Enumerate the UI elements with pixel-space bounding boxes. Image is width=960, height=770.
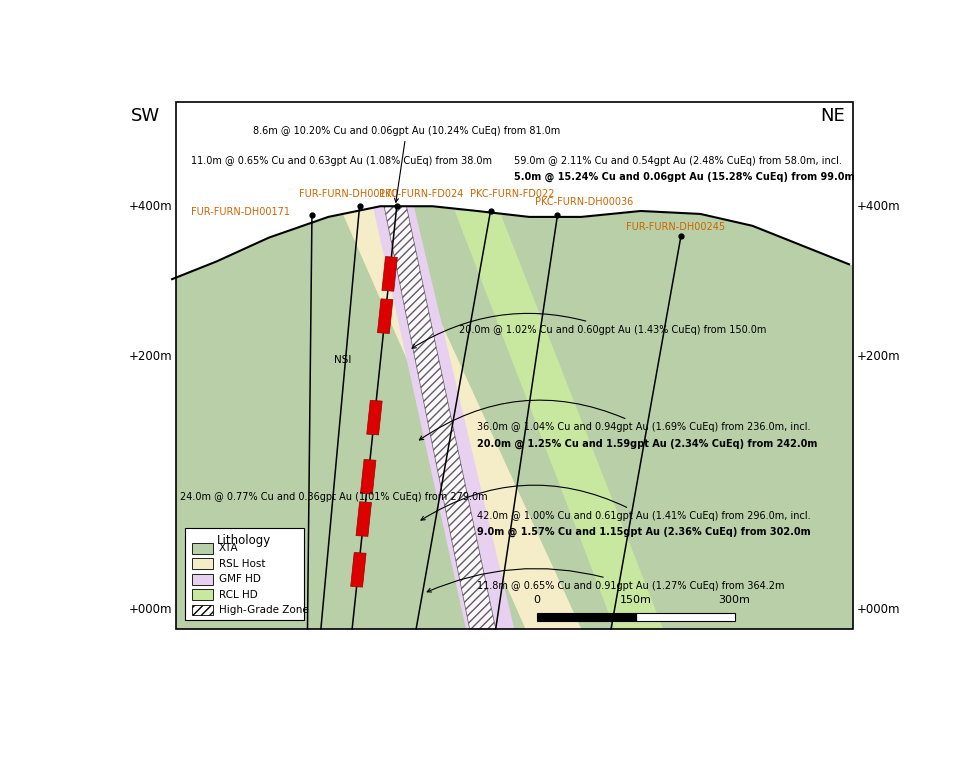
Text: 36.0m @ 1.04% Cu and 0.94gpt Au (1.69% CuEq) from 236.0m, incl.: 36.0m @ 1.04% Cu and 0.94gpt Au (1.69% C… (420, 400, 810, 440)
Bar (192, 589, 213, 600)
Text: 9.0m @ 1.57% Cu and 1.15gpt Au (2.36% CuEq) from 302.0m: 9.0m @ 1.57% Cu and 1.15gpt Au (2.36% Cu… (477, 527, 811, 537)
Text: 20.0m @ 1.25% Cu and 1.59gpt Au (2.34% CuEq) from 242.0m: 20.0m @ 1.25% Cu and 1.59gpt Au (2.34% C… (477, 438, 818, 449)
Text: 300m: 300m (719, 595, 751, 605)
Polygon shape (384, 206, 495, 629)
Bar (537, 613, 636, 621)
Text: +400m: +400m (856, 199, 900, 213)
Text: +200m: +200m (856, 350, 900, 363)
Text: PKC-FURN-FD022: PKC-FURN-FD022 (469, 189, 554, 199)
Bar (192, 543, 213, 554)
Bar (176, 102, 852, 629)
Polygon shape (367, 400, 382, 435)
Text: +400m: +400m (129, 199, 172, 213)
Text: FUR-FURN-DH00245: FUR-FURN-DH00245 (626, 222, 725, 232)
Polygon shape (361, 460, 376, 494)
Text: +200m: +200m (129, 350, 172, 363)
Text: XTA: XTA (219, 544, 239, 554)
Text: +000m: +000m (856, 603, 900, 616)
Bar (192, 604, 213, 615)
Text: 0: 0 (533, 595, 540, 605)
Text: RSL Host: RSL Host (219, 559, 266, 569)
Bar (192, 558, 213, 569)
Polygon shape (382, 256, 397, 291)
Polygon shape (455, 211, 663, 629)
Polygon shape (356, 502, 372, 537)
Polygon shape (340, 206, 581, 629)
Text: PKC-FURN-FD024: PKC-FURN-FD024 (379, 189, 464, 199)
Text: RCL HD: RCL HD (219, 590, 257, 600)
Text: PKC-FURN-DH00036: PKC-FURN-DH00036 (535, 197, 634, 207)
Text: 5.0m @ 15.24% Cu and 0.06gpt Au (15.28% CuEq) from 99.0m: 5.0m @ 15.24% Cu and 0.06gpt Au (15.28% … (515, 172, 854, 182)
Text: FUR-FURN-DH00170: FUR-FURN-DH00170 (299, 189, 397, 199)
Text: GMF HD: GMF HD (219, 574, 261, 584)
Text: 24.0m @ 0.77% Cu and 0.36gpt Au (1.01% CuEq) from 279.0m: 24.0m @ 0.77% Cu and 0.36gpt Au (1.01% C… (180, 492, 487, 502)
Text: +000m: +000m (129, 603, 172, 616)
Text: 42.0m @ 1.00% Cu and 0.61gpt Au (1.41% CuEq) from 296.0m, incl.: 42.0m @ 1.00% Cu and 0.61gpt Au (1.41% C… (421, 485, 811, 521)
Text: FUR-FURN-DH00171: FUR-FURN-DH00171 (191, 207, 290, 217)
Text: NE: NE (821, 107, 846, 126)
Text: 11.0m @ 0.65% Cu and 0.63gpt Au (1.08% CuEq) from 38.0m: 11.0m @ 0.65% Cu and 0.63gpt Au (1.08% C… (191, 156, 492, 166)
Bar (184, 528, 303, 620)
Text: 8.6m @ 10.20% Cu and 0.06gpt Au (10.24% CuEq) from 81.0m: 8.6m @ 10.20% Cu and 0.06gpt Au (10.24% … (252, 126, 560, 203)
Bar (636, 613, 734, 621)
Text: 150m: 150m (619, 595, 652, 605)
Bar (192, 574, 213, 584)
Polygon shape (172, 102, 852, 280)
Text: 59.0m @ 2.11% Cu and 0.54gpt Au (2.48% CuEq) from 58.0m, incl.: 59.0m @ 2.11% Cu and 0.54gpt Au (2.48% C… (515, 156, 842, 166)
Text: Lithology: Lithology (217, 534, 272, 547)
Text: SW: SW (132, 107, 160, 126)
Text: 20.0m @ 1.02% Cu and 0.60gpt Au (1.43% CuEq) from 150.0m: 20.0m @ 1.02% Cu and 0.60gpt Au (1.43% C… (412, 313, 766, 348)
Text: High-Grade Zone: High-Grade Zone (219, 605, 309, 615)
Polygon shape (377, 299, 393, 333)
Text: NSI: NSI (333, 356, 351, 366)
Text: 11.8m @ 0.65% Cu and 0.91gpt Au (1.27% CuEq) from 364.2m: 11.8m @ 0.65% Cu and 0.91gpt Au (1.27% C… (427, 568, 784, 592)
Polygon shape (176, 102, 852, 629)
Polygon shape (350, 553, 366, 587)
Polygon shape (372, 206, 515, 629)
